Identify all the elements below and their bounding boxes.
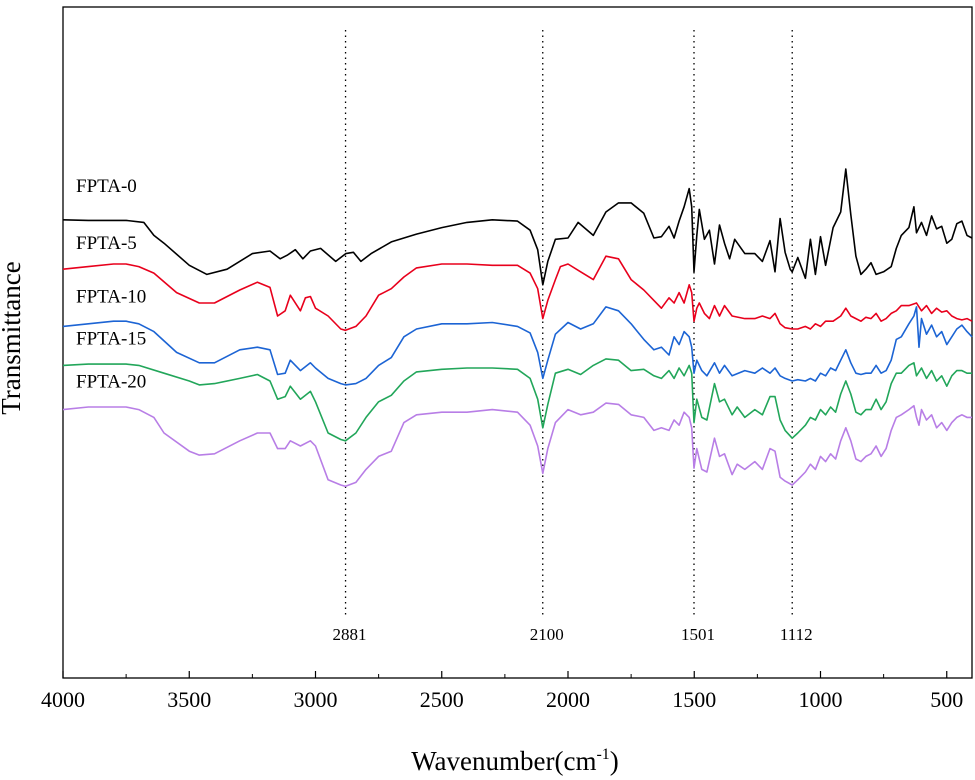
series-group [62,168,973,488]
series-line-fpta-0 [62,168,973,286]
annotation-1501: 1501 [681,625,715,644]
x-axis-label-sup: -1 [596,746,609,763]
series-line-fpta-15 [62,358,972,442]
series-label-fpta-15: FPTA-15 [76,328,146,349]
series-label-fpta-10: FPTA-10 [76,286,146,307]
x-tick-label-1000: 1000 [799,687,843,712]
annotation-1112: 1112 [780,625,813,644]
x-axis-label-main: Wavenumber(cm [411,746,596,776]
series-label-fpta-0: FPTA-0 [76,176,137,197]
annotation-guides [344,30,793,618]
series-line-fpta-20 [62,402,972,488]
x-tick-label-500: 500 [930,687,963,712]
x-tick-label-1500: 1500 [672,687,716,712]
x-tick-label-2000: 2000 [546,687,590,712]
series-line-fpta-5 [62,255,973,332]
annotation-labels: 2881 2100 1501 1112 [333,625,813,644]
annotation-2100: 2100 [530,625,564,644]
x-axis-label-end: ) [610,746,619,776]
x-ticks: 4000 3500 3000 2500 2000 1500 1000 500 [41,671,963,712]
x-tick-label-3000: 3000 [294,687,338,712]
series-label-fpta-20: FPTA-20 [76,372,146,393]
annotation-2881: 2881 [333,625,367,644]
series-line-fpta-10 [62,306,973,386]
x-tick-label-2500: 2500 [420,687,464,712]
series-labels: FPTA-0 FPTA-5 FPTA-10 FPTA-15 FPTA-20 [76,176,146,393]
x-tick-label-3500: 3500 [167,687,211,712]
x-tick-label-4000: 4000 [41,687,85,712]
plot-frame [62,6,973,679]
series-label-fpta-5: FPTA-5 [76,233,137,254]
x-axis-label: Wavenumber(cm-1) [411,746,619,776]
y-axis-label: Transmittance [0,261,26,414]
